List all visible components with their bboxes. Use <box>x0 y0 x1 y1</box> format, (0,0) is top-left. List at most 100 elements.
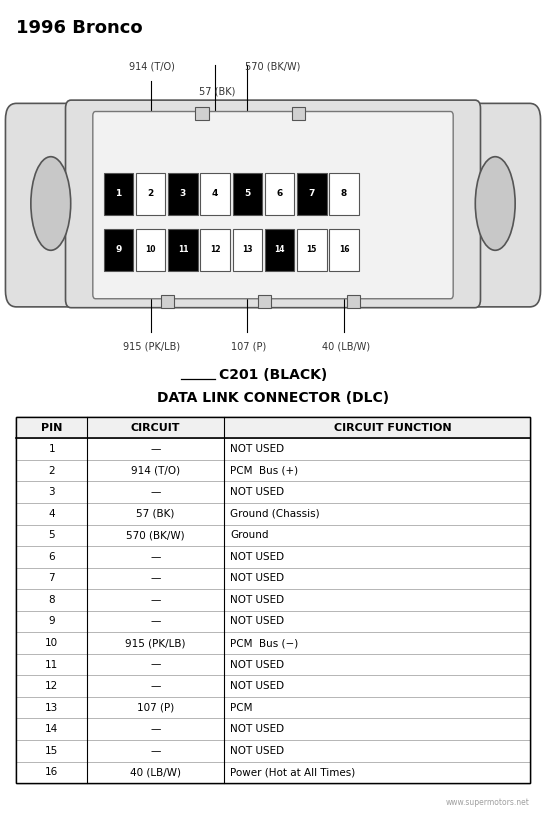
Text: 8: 8 <box>49 595 55 605</box>
Bar <box>329 229 359 271</box>
Text: PCM  Bus (−): PCM Bus (−) <box>230 638 299 648</box>
Text: Ground: Ground <box>230 530 269 540</box>
Bar <box>16 654 530 676</box>
Bar <box>16 417 530 783</box>
Text: 57 (BK): 57 (BK) <box>199 86 235 96</box>
Bar <box>16 546 530 567</box>
Bar <box>292 107 305 120</box>
Text: NOT USED: NOT USED <box>230 595 284 605</box>
Text: 16: 16 <box>45 768 58 777</box>
Bar <box>16 740 530 762</box>
Text: NOT USED: NOT USED <box>230 552 284 562</box>
Text: 40 (LB/W): 40 (LB/W) <box>130 768 181 777</box>
Text: NOT USED: NOT USED <box>230 746 284 755</box>
Text: 4: 4 <box>49 509 55 519</box>
Bar <box>258 295 271 308</box>
Text: NOT USED: NOT USED <box>230 444 284 454</box>
Text: 11: 11 <box>177 245 188 255</box>
Bar <box>233 173 262 215</box>
Text: 10: 10 <box>45 638 58 648</box>
Bar <box>200 229 230 271</box>
Bar <box>16 524 530 546</box>
Bar <box>168 229 198 271</box>
Bar <box>297 229 327 271</box>
Text: 2: 2 <box>49 466 55 475</box>
Text: —: — <box>150 444 161 454</box>
Bar <box>16 438 530 460</box>
Text: —: — <box>150 746 161 755</box>
Text: NOT USED: NOT USED <box>230 488 284 497</box>
Text: NOT USED: NOT USED <box>230 616 284 627</box>
Text: 5: 5 <box>49 530 55 540</box>
Text: —: — <box>150 552 161 562</box>
Text: 16: 16 <box>339 245 349 255</box>
Text: —: — <box>150 573 161 584</box>
Text: CIRCUIT FUNCTION: CIRCUIT FUNCTION <box>334 422 452 432</box>
Text: 7: 7 <box>49 573 55 584</box>
Text: 12: 12 <box>45 681 58 691</box>
Bar <box>297 173 327 215</box>
Text: 10: 10 <box>145 245 156 255</box>
Text: NOT USED: NOT USED <box>230 681 284 691</box>
Text: Power (Hot at All Times): Power (Hot at All Times) <box>230 768 355 777</box>
Bar <box>200 173 230 215</box>
Text: C201 (BLACK): C201 (BLACK) <box>219 368 327 382</box>
Text: 8: 8 <box>341 189 347 199</box>
Text: 11: 11 <box>45 659 58 670</box>
Text: 2: 2 <box>147 189 154 199</box>
Bar <box>16 460 530 481</box>
Bar <box>16 589 530 610</box>
Text: 12: 12 <box>210 245 221 255</box>
Text: 40 (LB/W): 40 (LB/W) <box>322 342 370 352</box>
Bar <box>265 173 294 215</box>
Bar <box>16 697 530 719</box>
FancyBboxPatch shape <box>66 100 480 308</box>
Text: CIRCUIT: CIRCUIT <box>131 422 180 432</box>
Bar <box>136 229 165 271</box>
Text: 4: 4 <box>212 189 218 199</box>
Text: —: — <box>150 616 161 627</box>
Text: www.supermotors.net: www.supermotors.net <box>446 799 530 807</box>
Text: 914 (T/O): 914 (T/O) <box>129 62 175 72</box>
Bar <box>233 229 262 271</box>
Text: 915 (PK/LB): 915 (PK/LB) <box>123 342 181 352</box>
Text: PCM  Bus (+): PCM Bus (+) <box>230 466 299 475</box>
Bar <box>329 173 359 215</box>
Text: 915 (PK/LB): 915 (PK/LB) <box>126 638 186 648</box>
Bar <box>104 229 133 271</box>
Bar <box>168 173 198 215</box>
Text: 14: 14 <box>45 724 58 734</box>
Text: 1: 1 <box>49 444 55 454</box>
Text: 15: 15 <box>306 245 317 255</box>
Text: 9: 9 <box>49 616 55 627</box>
Bar <box>16 762 530 783</box>
Text: 1: 1 <box>115 189 122 199</box>
Text: DATA LINK CONNECTOR (DLC): DATA LINK CONNECTOR (DLC) <box>157 391 389 405</box>
Text: 914 (T/O): 914 (T/O) <box>131 466 180 475</box>
Bar <box>16 503 530 524</box>
Text: 3: 3 <box>180 189 186 199</box>
Bar <box>265 229 294 271</box>
Ellipse shape <box>476 157 515 251</box>
FancyBboxPatch shape <box>5 103 93 307</box>
Bar <box>16 610 530 632</box>
Text: Ground (Chassis): Ground (Chassis) <box>230 509 320 519</box>
Bar <box>16 481 530 503</box>
Bar <box>16 567 530 589</box>
Text: 3: 3 <box>49 488 55 497</box>
Text: 1996 Bronco: 1996 Bronco <box>16 19 143 37</box>
Ellipse shape <box>31 157 70 251</box>
FancyBboxPatch shape <box>93 112 453 299</box>
Bar <box>16 719 530 740</box>
Text: 6: 6 <box>49 552 55 562</box>
Text: —: — <box>150 681 161 691</box>
Text: 13: 13 <box>45 702 58 712</box>
Text: —: — <box>150 488 161 497</box>
Text: 15: 15 <box>45 746 58 755</box>
Text: PIN: PIN <box>41 422 63 432</box>
Bar <box>195 107 209 120</box>
Text: 5: 5 <box>244 189 251 199</box>
Text: 570 (BK/W): 570 (BK/W) <box>245 62 300 72</box>
Text: 570 (BK/W): 570 (BK/W) <box>126 530 185 540</box>
Bar <box>347 295 360 308</box>
